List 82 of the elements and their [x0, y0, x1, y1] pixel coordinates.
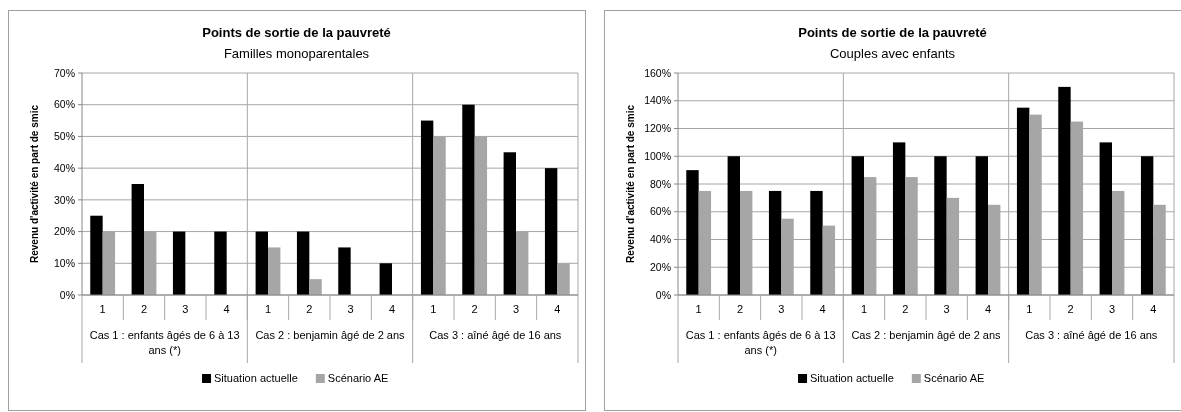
legend-label: Scénario AE: [327, 372, 389, 384]
text: Cas 1 : enfants âgés de 6 à 13 ans (*): [89, 329, 240, 356]
x-tick-label: 1: [264, 303, 272, 315]
bar: [420, 120, 434, 295]
bar: [892, 142, 906, 295]
y-tick-label: 0%: [655, 288, 671, 301]
bar: [975, 156, 988, 295]
x-tick-label: 2: [902, 303, 909, 315]
legend-label: Situation actuelle: [810, 372, 894, 384]
x-tick-label: 3: [943, 303, 950, 315]
x-tick-label: 1: [1026, 303, 1033, 315]
text: Cas 1 : enfants âgés de 6 à 13 ans (*): [685, 329, 836, 356]
y-tick-label: 40%: [53, 161, 75, 174]
y-tick-label: 30%: [53, 193, 75, 206]
bar: [131, 184, 144, 295]
text: Cas 2 : benjamin âgé de 2 ans: [255, 329, 406, 341]
x-tick-label: 3: [347, 303, 354, 315]
legend-label: Situation actuelle: [214, 372, 298, 384]
x-tick-label: 4: [1150, 303, 1157, 315]
x-tick-label: 4: [984, 303, 992, 315]
x-tick-label: 3: [778, 303, 785, 315]
bar: [255, 231, 268, 295]
x-tick-label: 3: [1108, 303, 1116, 315]
bar: [214, 231, 227, 295]
y-tick-label: 10%: [53, 256, 75, 269]
x-tick-label: 3: [512, 303, 520, 315]
bar: [503, 152, 516, 295]
bar: [338, 247, 351, 295]
legend-label: Scénario AE: [923, 372, 985, 384]
y-tick-label: 20%: [53, 225, 75, 238]
y-tick-label: 20%: [649, 260, 671, 273]
x-tick-label: 1: [430, 303, 437, 315]
bar: [462, 104, 475, 295]
y-tick-label: 0%: [59, 288, 75, 301]
x-tick-label: 1: [860, 303, 868, 315]
bar: [1016, 107, 1030, 295]
chart-subtitle: Familles monoparentales: [223, 46, 370, 61]
x-tick-label: 3: [182, 303, 189, 315]
y-tick-label: 50%: [53, 130, 75, 143]
x-tick-label: 4: [223, 303, 230, 315]
text: Cas 3 : aîné âgé de 16 ans: [429, 329, 562, 341]
bar: [686, 170, 699, 295]
x-tick-label: 1: [99, 303, 106, 315]
y-axis-title: Revenu d'activité en part de smic: [625, 104, 636, 263]
bar: [1099, 142, 1112, 295]
x-tick-label: 4: [554, 303, 561, 315]
x-tick-label: 1: [695, 303, 702, 315]
x-tick-label: 2: [1067, 303, 1074, 315]
x-tick-label: 2: [306, 303, 313, 315]
y-tick-label: 80%: [649, 177, 671, 190]
x-tick-label: 4: [819, 303, 826, 315]
bar: [544, 168, 558, 295]
bar: [1058, 86, 1071, 295]
bar: [768, 190, 782, 295]
bar: [851, 156, 864, 295]
x-tick-label: 2: [736, 303, 744, 315]
chart-title: Points de sortie de la pauvreté: [798, 25, 987, 40]
bar: [172, 231, 186, 295]
y-tick-label: 60%: [649, 205, 671, 218]
chart-subtitle: Couples avec enfants: [829, 46, 956, 61]
bar: [934, 156, 947, 295]
text: Cas 3 : aîné âgé de 16 ans: [1025, 329, 1158, 341]
bar: [379, 263, 392, 295]
y-tick-label: 70%: [53, 66, 75, 79]
y-tick-label: 120%: [644, 122, 671, 135]
y-tick-label: 60%: [53, 98, 75, 111]
x-tick-label: 2: [471, 303, 478, 315]
y-tick-label: 100%: [644, 149, 671, 162]
x-tick-label: 2: [140, 303, 148, 315]
bar: [1140, 156, 1154, 295]
chart-title: Points de sortie de la pauvreté: [202, 25, 391, 40]
bar: [296, 231, 310, 295]
bar: [309, 279, 322, 295]
y-tick-label: 40%: [649, 233, 671, 246]
bar: [727, 156, 740, 295]
bar: [810, 190, 823, 295]
y-tick-label: 140%: [644, 94, 671, 107]
text: Cas 2 : benjamin âgé de 2 ans: [851, 329, 1002, 341]
y-axis-title: Revenu d'activité en part de smic: [29, 104, 40, 263]
x-tick-label: 4: [388, 303, 396, 315]
bar: [90, 215, 103, 295]
y-tick-label: 160%: [644, 66, 671, 79]
